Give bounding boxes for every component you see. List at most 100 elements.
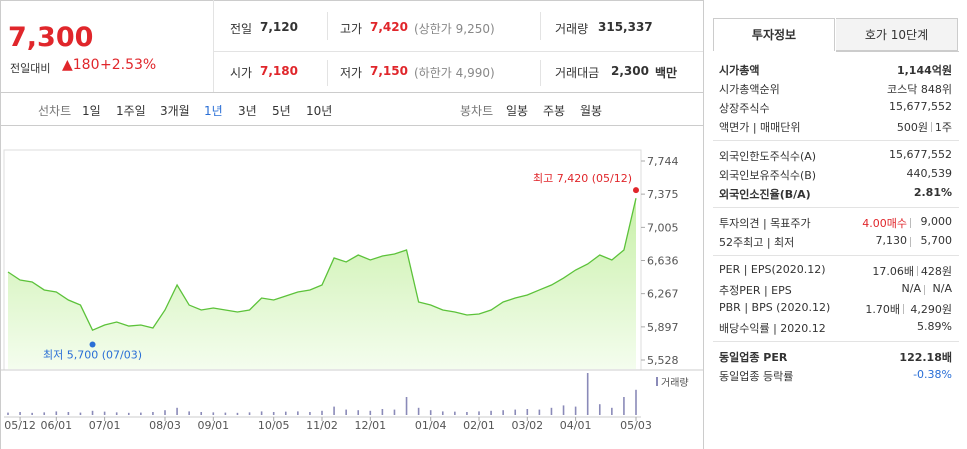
volume-bar (19, 412, 21, 415)
info-label: 외국인한도주식수(A) (719, 150, 817, 163)
volume-bar (598, 404, 601, 415)
y-tick-label: 5,528 (647, 354, 679, 367)
period-tab[interactable]: 1년 (204, 104, 223, 118)
stat-value: 7,120 (260, 20, 298, 34)
volume-bar (176, 407, 178, 415)
period-tab[interactable]: 3개월 (160, 104, 190, 118)
divider (213, 0, 214, 92)
volume-bar (7, 412, 9, 415)
volume-bar (574, 406, 577, 415)
info-value: 1주 (934, 121, 952, 134)
volume-bar (152, 412, 154, 415)
volume-bar (333, 406, 335, 415)
y-tick-label: 7,744 (647, 155, 679, 168)
tab-group-label: 봉차트 (460, 104, 494, 118)
x-tick-label: 10/05 (258, 419, 290, 432)
volume-bar (127, 412, 130, 415)
volume-bar (345, 409, 347, 415)
side-tab[interactable]: 호가 10단계 (836, 18, 958, 51)
side-tab[interactable]: 투자정보 (713, 18, 835, 51)
info-value: 428원 (920, 265, 952, 278)
info-value: N/A (932, 282, 952, 295)
volume-bar (297, 411, 299, 415)
x-tick-label: 11/02 (306, 419, 338, 432)
x-tick-label: 12/01 (354, 419, 386, 432)
annotation-dot (89, 341, 96, 348)
divider (931, 122, 932, 132)
info-value: 2.81% (913, 186, 952, 199)
candle-tab[interactable]: 월봉 (580, 104, 603, 118)
tab-group-label: 선차트 (38, 104, 72, 118)
stat-note: 백만 (655, 66, 678, 80)
period-tab[interactable]: 5년 (272, 104, 291, 118)
volume-bar (466, 412, 468, 415)
volume-bar (272, 412, 275, 415)
volume-bar (623, 397, 625, 415)
candle-tab[interactable]: 주봉 (543, 104, 566, 118)
divider (0, 92, 703, 93)
period-tab[interactable]: 1일 (82, 104, 101, 118)
y-tick-label: 6,636 (647, 255, 679, 268)
volume-bar (357, 410, 360, 415)
info-value: 15,677,552 (889, 148, 952, 161)
stat-value: 2,300 (611, 64, 649, 78)
period-tab[interactable]: 3년 (238, 104, 257, 118)
volume-bar (224, 412, 227, 415)
divider (903, 304, 904, 314)
info-value: 15,677,552 (889, 100, 952, 113)
volume-bar (490, 410, 492, 415)
info-label: 액면가 | 매매단위 (719, 121, 801, 134)
x-tick-label: 02/01 (463, 419, 495, 432)
volume-bar (79, 412, 82, 415)
volume-bar (611, 407, 613, 415)
divider (910, 218, 911, 228)
info-value: 1.70배 (865, 303, 900, 316)
stat-label: 거래량 (555, 22, 589, 36)
stat-label: 저가 (340, 66, 363, 80)
info-value: N/A (901, 282, 921, 295)
volume-bar (502, 410, 504, 415)
divider (836, 51, 959, 52)
info-label: 시가총액 (719, 64, 760, 77)
y-tick-label: 5,897 (647, 321, 679, 334)
volume-bar (550, 407, 553, 415)
change: ▲180 (62, 57, 100, 73)
stat-note: (상한가 9,250) (414, 22, 495, 36)
info-value: -0.38% (913, 368, 952, 381)
volume-bar (115, 412, 118, 415)
period-tab[interactable]: 10년 (306, 104, 333, 118)
candle-tab[interactable]: 일봉 (506, 104, 529, 118)
x-tick-label: 08/03 (149, 419, 181, 432)
divider (327, 60, 328, 86)
stat-value: 7,150 (370, 64, 408, 78)
y-tick-label: 7,005 (647, 221, 679, 234)
price-area (8, 198, 636, 369)
volume-bar (514, 409, 517, 415)
info-label: 추정PER | EPS (719, 284, 792, 297)
y-tick-label: 7,375 (647, 188, 679, 201)
divider (917, 266, 918, 276)
info-label: 동일업종 등락률 (719, 370, 794, 383)
volume-bar (417, 407, 420, 415)
x-tick-label: 07/01 (89, 419, 121, 432)
stat-label: 시가 (230, 66, 253, 80)
info-value: 4,290원 (910, 303, 952, 316)
divider (0, 125, 703, 126)
info-label: PBR | BPS (2020.12) (719, 301, 831, 314)
period-tab[interactable]: 1주일 (116, 104, 146, 118)
x-tick-label: 09/01 (197, 419, 229, 432)
volume-bar (321, 410, 323, 415)
info-label: 상장주식수 (719, 102, 770, 115)
x-tick-label: 06/01 (40, 419, 72, 432)
volume-bar (429, 410, 432, 415)
volume-bar (393, 409, 396, 415)
divider (713, 255, 959, 256)
stat-label: 거래대금 (555, 66, 600, 80)
info-label: 시가총액순위 (719, 83, 780, 96)
volume-bar (248, 412, 251, 415)
info-label: 투자의견 | 목표주가 (719, 217, 811, 230)
divider (0, 0, 1, 449)
price: 7,300 (8, 22, 94, 53)
legend-swatch (656, 377, 658, 386)
annotation: 최고 7,420 (05/12) (533, 172, 632, 185)
